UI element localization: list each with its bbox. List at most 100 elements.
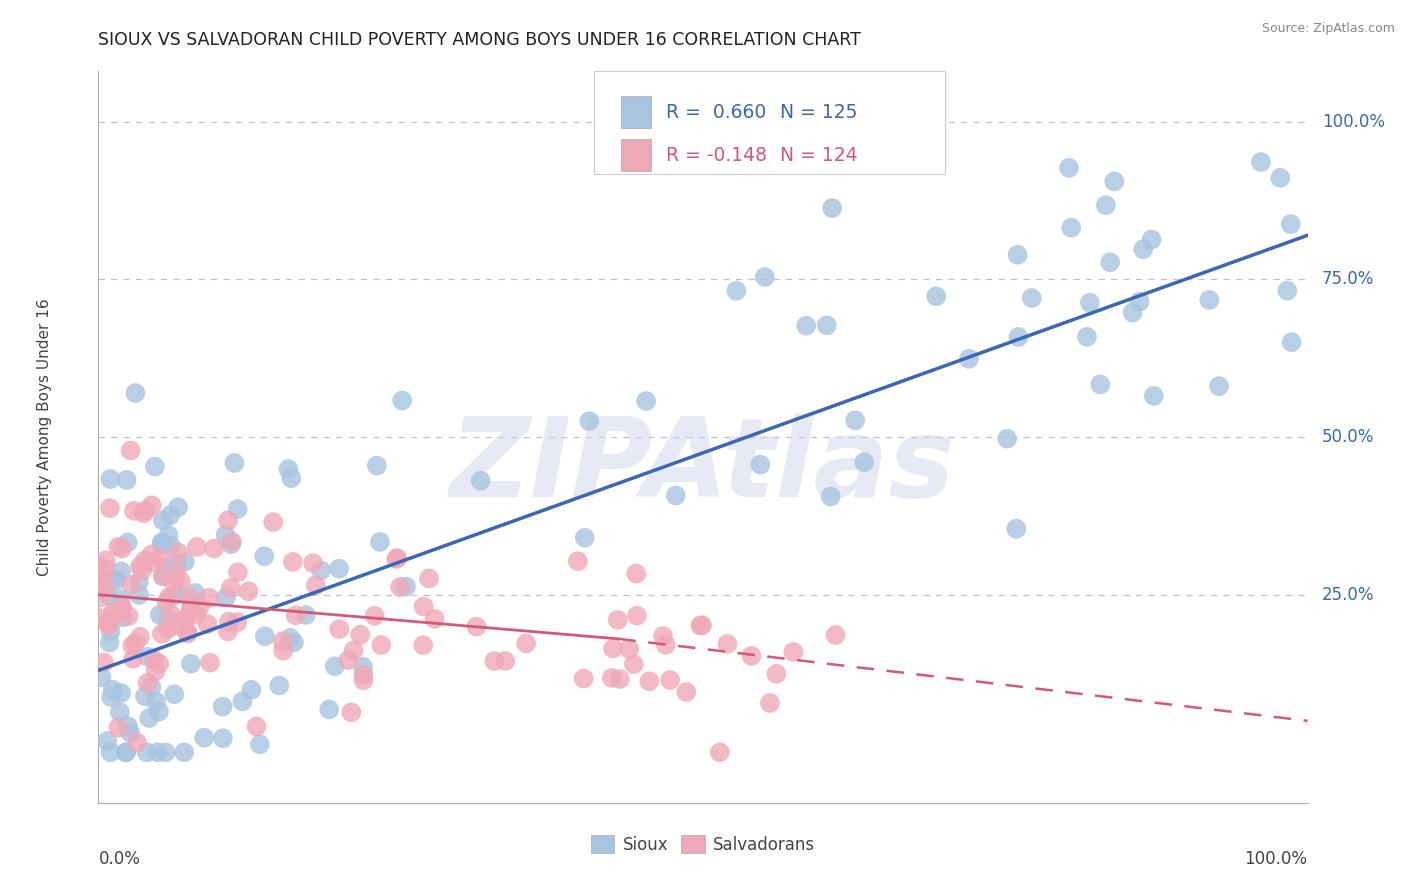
Point: [754, 270, 776, 285]
Point: [262, 515, 284, 529]
Point: [352, 667, 374, 681]
Point: [782, 645, 804, 659]
Point: [211, 699, 233, 714]
Point: [120, 725, 142, 739]
Point: [148, 705, 170, 719]
Point: [284, 608, 307, 623]
Point: [794, 318, 817, 333]
Point: [100, 745, 122, 759]
Point: [623, 657, 645, 672]
Point: [1005, 522, 1028, 536]
Point: [412, 638, 434, 652]
Text: 25.0%: 25.0%: [1322, 586, 1375, 604]
Point: [217, 513, 239, 527]
Point: [349, 628, 371, 642]
Point: [142, 555, 165, 569]
Text: N = 125: N = 125: [780, 103, 858, 121]
Point: [759, 696, 782, 710]
Point: [150, 626, 173, 640]
Text: 100.0%: 100.0%: [1322, 112, 1385, 131]
Text: 75.0%: 75.0%: [1322, 270, 1375, 288]
Point: [368, 535, 391, 549]
Text: R =  0.660: R = 0.660: [665, 103, 766, 121]
Point: [96, 734, 118, 748]
Point: [160, 607, 183, 622]
Point: [94, 553, 117, 567]
Point: [100, 472, 122, 486]
Point: [515, 636, 537, 650]
Point: [824, 628, 846, 642]
Point: [342, 643, 364, 657]
Point: [725, 284, 748, 298]
Point: [198, 656, 221, 670]
Point: [145, 664, 167, 678]
Bar: [621, 95, 651, 128]
Point: [749, 458, 772, 472]
Point: [156, 622, 179, 636]
Text: Child Poverty Among Boys Under 16: Child Poverty Among Boys Under 16: [37, 298, 52, 576]
Point: [186, 607, 208, 622]
Point: [150, 537, 173, 551]
Point: [572, 672, 595, 686]
Point: [395, 580, 418, 594]
Point: [765, 666, 787, 681]
Point: [136, 649, 159, 664]
Point: [174, 612, 197, 626]
Point: [159, 590, 181, 604]
Point: [423, 612, 446, 626]
Point: [1076, 330, 1098, 344]
Text: Source: ZipAtlas.com: Source: ZipAtlas.com: [1261, 22, 1395, 36]
Point: [1060, 220, 1083, 235]
Point: [602, 641, 624, 656]
Point: [925, 289, 948, 303]
Point: [105, 573, 128, 587]
Point: [295, 607, 318, 622]
Point: [215, 528, 238, 542]
Point: [675, 685, 697, 699]
Point: [145, 695, 167, 709]
Point: [169, 619, 191, 633]
Point: [159, 539, 181, 553]
Point: [117, 719, 139, 733]
Point: [100, 624, 122, 639]
Text: 100.0%: 100.0%: [1244, 850, 1308, 868]
Point: [156, 610, 179, 624]
Point: [574, 531, 596, 545]
Point: [337, 653, 360, 667]
Point: [120, 443, 142, 458]
Point: [387, 551, 409, 566]
Point: [212, 731, 235, 746]
Point: [709, 745, 731, 759]
Point: [121, 639, 143, 653]
Point: [111, 541, 134, 556]
Point: [184, 586, 207, 600]
Point: [98, 617, 121, 632]
Point: [283, 635, 305, 649]
Point: [363, 608, 385, 623]
Point: [150, 535, 173, 549]
Point: [323, 659, 346, 673]
Point: [494, 654, 516, 668]
Point: [155, 561, 177, 575]
Point: [128, 588, 150, 602]
Point: [159, 508, 181, 523]
Point: [218, 615, 240, 629]
Point: [1090, 377, 1112, 392]
Point: [340, 706, 363, 720]
Point: [180, 657, 202, 671]
Point: [134, 553, 156, 567]
Point: [152, 569, 174, 583]
Point: [626, 566, 648, 581]
Point: [115, 473, 138, 487]
Point: [418, 571, 440, 585]
Point: [117, 535, 139, 549]
Text: ZIPAtlas: ZIPAtlas: [450, 413, 956, 520]
Point: [101, 573, 124, 587]
Point: [353, 673, 375, 688]
Point: [110, 686, 132, 700]
Point: [167, 586, 190, 600]
Point: [193, 731, 215, 745]
Point: [1007, 248, 1029, 262]
Text: SIOUX VS SALVADORAN CHILD POVERTY AMONG BOYS UNDER 16 CORRELATION CHART: SIOUX VS SALVADORAN CHILD POVERTY AMONG …: [98, 31, 862, 49]
Point: [155, 595, 177, 609]
